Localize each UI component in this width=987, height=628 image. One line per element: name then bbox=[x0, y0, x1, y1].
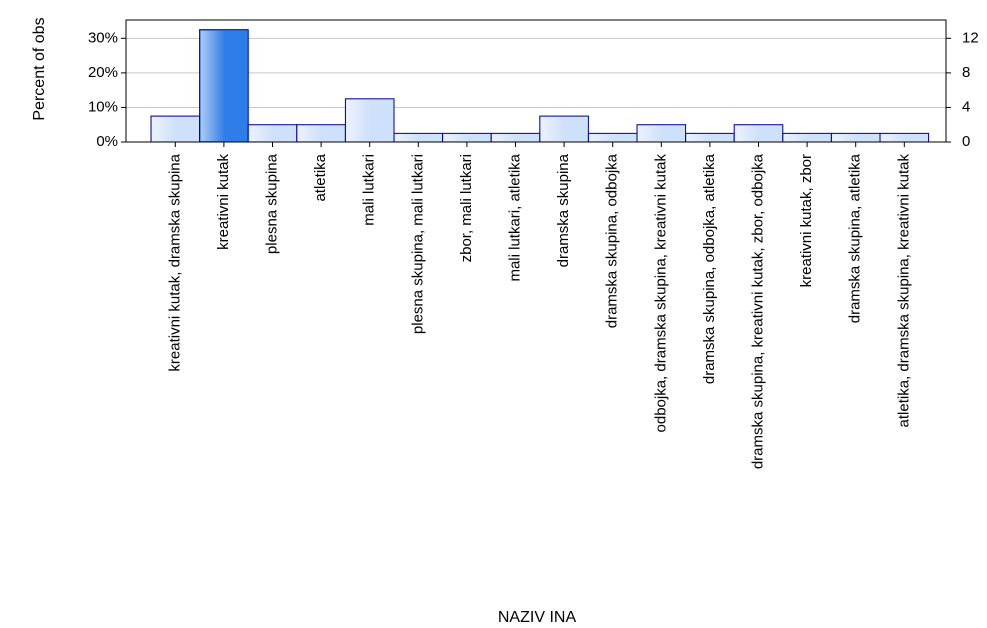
bar-shine bbox=[735, 125, 760, 141]
x-tick-label: kreativni kutak bbox=[215, 154, 232, 250]
y2-tick-label: 0 bbox=[962, 133, 970, 150]
bar-shine bbox=[589, 134, 614, 141]
y2-tick-label: 8 bbox=[962, 64, 970, 81]
y-tick-label: 0% bbox=[96, 133, 118, 150]
bar-shine bbox=[443, 134, 468, 141]
x-tick-label: atletika, dramska skupina, kreativni kut… bbox=[895, 154, 912, 428]
bar-shine bbox=[249, 125, 274, 141]
y-tick-label: 30% bbox=[88, 29, 118, 46]
y-axis-label: Percent of obs bbox=[31, 17, 48, 121]
bar-shine bbox=[395, 134, 420, 141]
x-tick-label: atletika bbox=[312, 153, 329, 201]
y2-tick-label: 4 bbox=[962, 98, 970, 115]
x-tick-label: dramska skupina bbox=[555, 153, 572, 267]
x-tick-label: mali lutkari bbox=[361, 154, 378, 226]
x-tick-label: dramska skupina, odbojka bbox=[604, 153, 621, 328]
x-tick-label: dramska skupina, atletika bbox=[847, 153, 864, 323]
x-tick-label: dramska skupina, odbojka, atletika bbox=[701, 153, 718, 384]
bar-shine bbox=[783, 134, 809, 141]
bar-shine bbox=[540, 117, 566, 141]
bar-shine bbox=[200, 30, 225, 141]
x-tick-label: dramska skupina, kreativni kutak, zbor, … bbox=[749, 153, 766, 469]
bar-shine bbox=[152, 117, 177, 141]
bar-shine bbox=[686, 134, 711, 141]
bar-shine bbox=[832, 134, 857, 141]
x-tick-label: kreativni kutak, dramska skupina bbox=[166, 153, 183, 371]
bar-shine bbox=[881, 134, 906, 141]
plot-frame bbox=[125, 19, 947, 143]
y2-tick-label: 12 bbox=[962, 29, 979, 46]
x-tick-label: zbor, mali lutkari bbox=[458, 154, 475, 262]
x-tick-label: mali lutkari, atletika bbox=[506, 153, 523, 281]
y-tick-label: 20% bbox=[88, 64, 118, 81]
bar-shine bbox=[297, 125, 323, 141]
bar-shine bbox=[638, 125, 663, 141]
y-tick-label: 10% bbox=[88, 98, 118, 115]
bar-shine bbox=[346, 99, 371, 141]
x-axis-label: NAZIV INA bbox=[498, 609, 577, 626]
bar-shine bbox=[492, 134, 517, 141]
x-tick-label: odbojka, dramska skupina, kreativni kuta… bbox=[652, 154, 669, 433]
x-tick-label: plesna skupina bbox=[263, 153, 280, 254]
plot-area bbox=[126, 20, 946, 142]
x-tick-label: plesna skupina, mali lutkari bbox=[409, 154, 426, 334]
x-tick-label: kreativni kutak, zbor bbox=[798, 154, 815, 287]
